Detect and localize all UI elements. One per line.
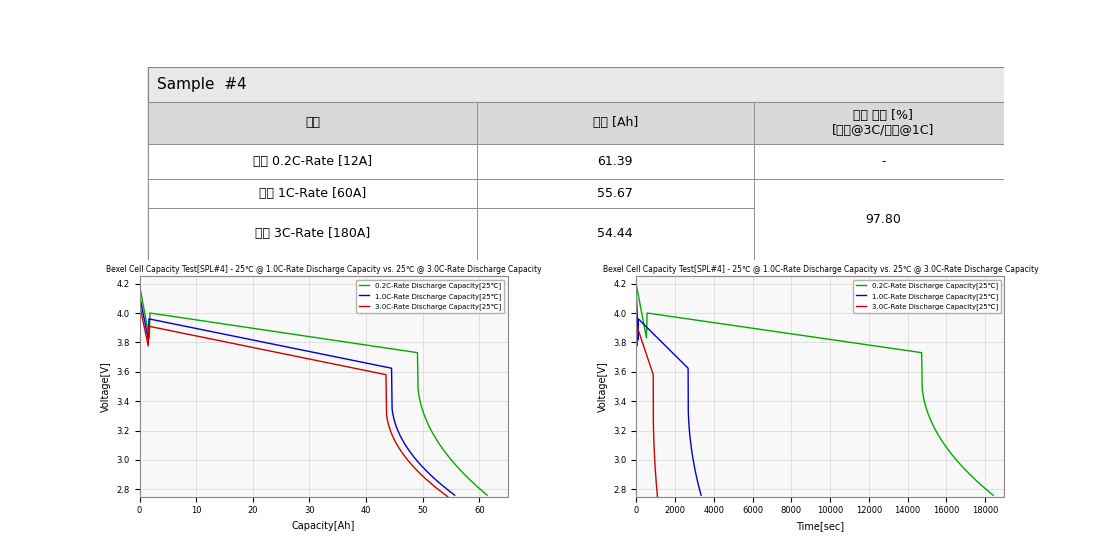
1.0C-Rate Discharge Capacity[25℃] bbox=[673, 357, 686, 363]
0.2C-Rate Discharge Capacity[25℃] bbox=[693, 318, 706, 324]
0.2C-Rate Discharge Capacity[25℃] bbox=[987, 492, 1000, 498]
0.2C-Rate Discharge Capacity[25℃] bbox=[791, 331, 805, 338]
3.0C-Rate Discharge Capacity[25℃] bbox=[187, 332, 201, 339]
Legend: 0.2C-Rate Discharge Capacity[25℃], 1.0C-Rate Discharge Capacity[25℃], 3.0C-Rate : 0.2C-Rate Discharge Capacity[25℃], 1.0C-… bbox=[356, 280, 504, 312]
3.0C-Rate Discharge Capacity[25℃] bbox=[212, 337, 225, 344]
Text: 방전 효율 [%]
[상온@3C/상온@1C]: 방전 효율 [%] [상온@3C/상온@1C] bbox=[833, 109, 934, 137]
Text: 상온 3C-Rate [180A]: 상온 3C-Rate [180A] bbox=[254, 227, 371, 240]
1.0C-Rate Discharge Capacity[25℃] bbox=[214, 330, 228, 337]
1.0C-Rate Discharge Capacity[25℃] bbox=[276, 343, 289, 349]
1.0C-Rate Discharge Capacity[25℃] bbox=[189, 325, 202, 331]
1.0C-Rate Discharge Capacity[25℃] bbox=[448, 492, 461, 498]
Text: 61.39: 61.39 bbox=[597, 155, 633, 168]
Text: 97.80: 97.80 bbox=[865, 213, 902, 226]
1.0C-Rate Discharge Capacity[25℃] bbox=[318, 352, 331, 358]
FancyBboxPatch shape bbox=[477, 208, 753, 260]
Text: -: - bbox=[881, 155, 886, 168]
Line: 3.0C-Rate Discharge Capacity[25℃]: 3.0C-Rate Discharge Capacity[25℃] bbox=[140, 304, 448, 497]
0.2C-Rate Discharge Capacity[25℃] bbox=[898, 347, 912, 354]
0.2C-Rate Discharge Capacity[25℃] bbox=[222, 321, 235, 328]
1.0C-Rate Discharge Capacity[25℃] bbox=[133, 292, 146, 299]
FancyBboxPatch shape bbox=[148, 67, 995, 260]
3.0C-Rate Discharge Capacity[25℃] bbox=[338, 363, 352, 370]
1.0C-Rate Discharge Capacity[25℃] bbox=[629, 292, 643, 299]
1.0C-Rate Discharge Capacity[25℃] bbox=[641, 325, 654, 331]
3.0C-Rate Discharge Capacity[25℃] bbox=[645, 368, 658, 375]
1.0C-Rate Discharge Capacity[25℃] bbox=[694, 492, 708, 498]
0.2C-Rate Discharge Capacity[25℃] bbox=[194, 318, 208, 324]
Line: 0.2C-Rate Discharge Capacity[25℃]: 0.2C-Rate Discharge Capacity[25℃] bbox=[636, 285, 993, 495]
3.0C-Rate Discharge Capacity[25℃] bbox=[635, 337, 648, 344]
0.2C-Rate Discharge Capacity[25℃] bbox=[133, 282, 146, 288]
FancyBboxPatch shape bbox=[148, 144, 477, 179]
3.0C-Rate Discharge Capacity[25℃] bbox=[315, 358, 328, 365]
3.0C-Rate Discharge Capacity[25℃] bbox=[644, 363, 657, 370]
FancyBboxPatch shape bbox=[477, 144, 753, 179]
0.2C-Rate Discharge Capacity[25℃] bbox=[721, 321, 734, 328]
3.0C-Rate Discharge Capacity[25℃] bbox=[629, 301, 643, 307]
3.0C-Rate Discharge Capacity[25℃] bbox=[651, 493, 664, 500]
Line: 3.0C-Rate Discharge Capacity[25℃]: 3.0C-Rate Discharge Capacity[25℃] bbox=[636, 304, 657, 497]
1.0C-Rate Discharge Capacity[25℃] bbox=[658, 343, 672, 349]
0.2C-Rate Discharge Capacity[25℃] bbox=[480, 492, 493, 498]
1.0C-Rate Discharge Capacity[25℃] bbox=[679, 362, 692, 369]
Text: 상온 0.2C-Rate [12A]: 상온 0.2C-Rate [12A] bbox=[253, 155, 372, 168]
Legend: 0.2C-Rate Discharge Capacity[25℃], 1.0C-Rate Discharge Capacity[25℃], 3.0C-Rate : 0.2C-Rate Discharge Capacity[25℃], 1.0C-… bbox=[853, 280, 1001, 312]
Text: 54.44: 54.44 bbox=[597, 227, 633, 240]
1.0C-Rate Discharge Capacity[25℃] bbox=[344, 357, 357, 363]
FancyBboxPatch shape bbox=[477, 179, 753, 208]
FancyBboxPatch shape bbox=[753, 179, 1013, 260]
0.2C-Rate Discharge Capacity[25℃] bbox=[629, 282, 643, 288]
FancyBboxPatch shape bbox=[753, 144, 1013, 179]
0.2C-Rate Discharge Capacity[25℃] bbox=[395, 347, 408, 354]
3.0C-Rate Discharge Capacity[25℃] bbox=[133, 301, 146, 307]
0.2C-Rate Discharge Capacity[25℃] bbox=[338, 339, 352, 345]
3.0C-Rate Discharge Capacity[25℃] bbox=[365, 368, 378, 375]
Line: 0.2C-Rate Discharge Capacity[25℃]: 0.2C-Rate Discharge Capacity[25℃] bbox=[140, 285, 487, 495]
Text: 55.67: 55.67 bbox=[597, 187, 633, 200]
0.2C-Rate Discharge Capacity[25℃] bbox=[840, 339, 854, 345]
1.0C-Rate Discharge Capacity[25℃] bbox=[646, 330, 660, 337]
3.0C-Rate Discharge Capacity[25℃] bbox=[634, 332, 647, 339]
FancyBboxPatch shape bbox=[148, 102, 477, 144]
1.0C-Rate Discharge Capacity[25℃] bbox=[667, 352, 681, 358]
FancyBboxPatch shape bbox=[148, 67, 1013, 102]
Line: 1.0C-Rate Discharge Capacity[25℃]: 1.0C-Rate Discharge Capacity[25℃] bbox=[140, 295, 454, 495]
0.2C-Rate Discharge Capacity[25℃] bbox=[868, 343, 882, 349]
0.2C-Rate Discharge Capacity[25℃] bbox=[365, 343, 378, 349]
X-axis label: Capacity[Ah]: Capacity[Ah] bbox=[291, 521, 355, 531]
Line: 1.0C-Rate Discharge Capacity[25℃]: 1.0C-Rate Discharge Capacity[25℃] bbox=[636, 295, 701, 495]
Title: Bexel Cell Capacity Test[SPL#4] - 25℃ @ 1.0C-Rate Discharge Capacity vs. 25℃ @ 3: Bexel Cell Capacity Test[SPL#4] - 25℃ @ … bbox=[106, 265, 541, 274]
Y-axis label: Voltage[V]: Voltage[V] bbox=[100, 361, 110, 412]
3.0C-Rate Discharge Capacity[25℃] bbox=[441, 493, 454, 500]
Y-axis label: Voltage[V]: Voltage[V] bbox=[598, 361, 608, 412]
1.0C-Rate Discharge Capacity[25℃] bbox=[371, 362, 384, 369]
3.0C-Rate Discharge Capacity[25℃] bbox=[272, 349, 286, 356]
FancyBboxPatch shape bbox=[148, 179, 477, 208]
FancyBboxPatch shape bbox=[477, 102, 753, 144]
Text: 항목: 항목 bbox=[305, 117, 320, 129]
Text: 용량 [Ah]: 용량 [Ah] bbox=[593, 117, 638, 129]
Text: 상온 1C-Rate [60A]: 상온 1C-Rate [60A] bbox=[259, 187, 366, 200]
0.2C-Rate Discharge Capacity[25℃] bbox=[290, 331, 304, 338]
3.0C-Rate Discharge Capacity[25℃] bbox=[642, 358, 655, 365]
3.0C-Rate Discharge Capacity[25℃] bbox=[639, 349, 653, 356]
X-axis label: Time[sec]: Time[sec] bbox=[797, 521, 845, 531]
Text: Sample  #4: Sample #4 bbox=[156, 77, 247, 92]
FancyBboxPatch shape bbox=[753, 102, 1013, 144]
FancyBboxPatch shape bbox=[148, 208, 477, 260]
Title: Bexel Cell Capacity Test[SPL#4] - 25℃ @ 1.0C-Rate Discharge Capacity vs. 25℃ @ 3: Bexel Cell Capacity Test[SPL#4] - 25℃ @ … bbox=[603, 265, 1038, 274]
